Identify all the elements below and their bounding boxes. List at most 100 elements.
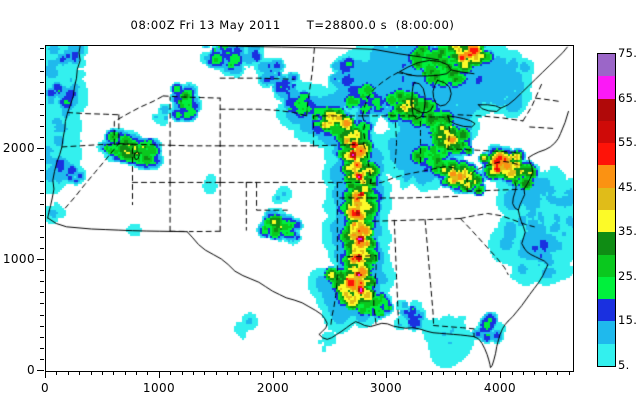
x-axis-minor-tick	[204, 371, 205, 375]
x-axis-minor-tick	[68, 371, 69, 375]
title-model-time: T=28800.0 s (8:00:00)	[306, 18, 455, 32]
x-axis-minor-tick	[193, 371, 194, 375]
colorbar-tick-label: 65.	[618, 90, 638, 105]
title-timestamp: 08:00Z Fri 13 May 2011	[130, 18, 281, 32]
x-axis-tick-label: 0	[40, 381, 50, 395]
y-axis-tick-label: 2000	[2, 141, 35, 155]
y-axis-minor-tick	[40, 348, 44, 349]
x-axis-minor-tick	[421, 371, 422, 375]
x-axis-minor-tick	[443, 371, 444, 375]
x-axis-minor-tick	[352, 371, 353, 375]
x-axis-minor-tick	[227, 371, 228, 375]
y-axis-minor-tick	[40, 281, 44, 282]
x-axis-minor-tick	[91, 371, 92, 375]
y-axis-minor-tick	[40, 170, 44, 171]
y-axis-minor-tick	[40, 93, 44, 94]
y-axis-minor-tick	[40, 137, 44, 138]
x-axis-minor-tick	[216, 371, 217, 375]
x-axis-minor-tick	[341, 371, 342, 375]
x-axis-minor-tick	[409, 371, 410, 375]
colorbar-band	[598, 343, 615, 366]
colorbar-band	[598, 143, 615, 166]
y-axis-minor-tick	[40, 71, 44, 72]
colorbar-band	[598, 98, 615, 121]
x-axis-major-tick	[386, 371, 387, 378]
reflectivity-colorbar[interactable]	[597, 53, 616, 367]
y-axis-minor-tick	[40, 237, 44, 238]
x-axis-minor-tick	[307, 371, 308, 375]
colorbar-tick-label: 5.	[618, 358, 630, 372]
colorbar-tick-label: 75.	[618, 46, 638, 60]
y-axis-minor-tick	[40, 181, 44, 182]
x-axis-minor-tick	[261, 371, 262, 375]
colorbar-band	[598, 165, 615, 188]
y-axis-minor-tick	[40, 59, 44, 60]
colorbar-tick-label: 15.	[618, 313, 638, 328]
colorbar-tick-label: 25.	[618, 268, 638, 283]
x-axis-minor-tick	[147, 371, 148, 375]
colorbar-band	[598, 254, 615, 277]
colorbar-band	[598, 299, 615, 322]
colorbar-tick-label: 55.	[618, 135, 638, 150]
x-axis-minor-tick	[125, 371, 126, 375]
x-axis-minor-tick	[489, 371, 490, 375]
x-axis-tick-label: 2000	[256, 381, 290, 395]
y-axis-minor-tick	[40, 315, 44, 316]
x-axis-minor-tick	[557, 371, 558, 375]
x-axis-tick-label: 1000	[142, 381, 176, 395]
x-axis-minor-tick	[79, 371, 80, 375]
y-axis-minor-tick	[40, 226, 44, 227]
x-axis-minor-tick	[318, 371, 319, 375]
colorbar-band	[598, 210, 615, 233]
x-axis-minor-tick	[295, 371, 296, 375]
precipitation-map-canvas	[46, 46, 573, 371]
y-axis-tick-label: 1000	[2, 252, 35, 266]
y-axis-minor-tick	[40, 359, 44, 360]
x-axis-minor-tick	[56, 371, 57, 375]
x-axis-minor-tick	[569, 371, 570, 375]
colorbar-tick-label: 35.	[618, 224, 638, 239]
x-axis-minor-tick	[170, 371, 171, 375]
x-axis-tick-label: 3000	[369, 381, 403, 395]
y-axis-minor-tick	[40, 326, 44, 327]
y-axis-minor-tick	[40, 292, 44, 293]
y-axis-minor-tick	[40, 270, 44, 271]
colorbar-band	[598, 76, 615, 99]
x-axis-minor-tick	[330, 371, 331, 375]
x-axis-minor-tick	[432, 371, 433, 375]
map-plot-area[interactable]	[45, 45, 574, 372]
y-axis-major-tick	[37, 148, 44, 149]
x-axis-minor-tick	[534, 371, 535, 375]
x-axis-minor-tick	[523, 371, 524, 375]
x-axis-major-tick	[45, 371, 46, 378]
x-axis-minor-tick	[364, 371, 365, 375]
x-axis-minor-tick	[375, 371, 376, 375]
y-axis-major-tick	[37, 370, 44, 371]
x-axis-major-tick	[159, 371, 160, 378]
x-axis-major-tick	[500, 371, 501, 378]
plot-title: 08:00Z Fri 13 May 2011 T=28800.0 s (8:00:…	[0, 18, 585, 32]
x-axis-minor-tick	[136, 371, 137, 375]
x-axis-minor-tick	[182, 371, 183, 375]
colorbar-band	[598, 276, 615, 300]
y-axis-minor-tick	[40, 337, 44, 338]
x-axis-minor-tick	[102, 371, 103, 375]
y-axis-minor-tick	[40, 82, 44, 83]
x-axis-minor-tick	[284, 371, 285, 375]
x-axis-minor-tick	[466, 371, 467, 375]
x-axis-minor-tick	[250, 371, 251, 375]
y-axis-minor-tick	[40, 303, 44, 304]
colorbar-band	[598, 120, 615, 144]
x-axis-minor-tick	[546, 371, 547, 375]
y-axis-minor-tick	[40, 115, 44, 116]
y-axis-minor-tick	[40, 248, 44, 249]
y-axis-minor-tick	[40, 126, 44, 127]
x-axis-major-tick	[273, 371, 274, 378]
colorbar-band	[598, 321, 615, 344]
x-axis-minor-tick	[113, 371, 114, 375]
y-axis-minor-tick	[40, 159, 44, 160]
x-axis-tick-label: 4000	[483, 381, 517, 395]
y-axis-tick-label: 0	[26, 363, 35, 377]
x-axis-minor-tick	[455, 371, 456, 375]
x-axis-minor-tick	[238, 371, 239, 375]
